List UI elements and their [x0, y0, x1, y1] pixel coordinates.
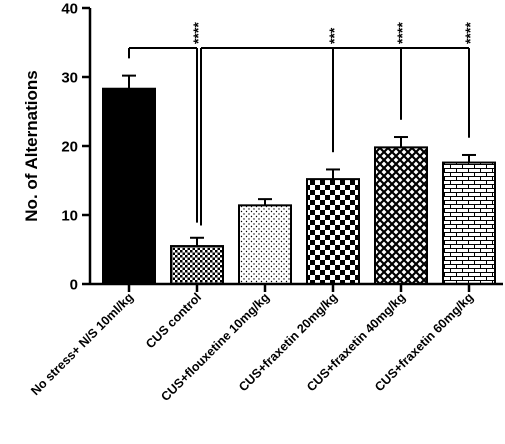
bars: [102, 87, 496, 286]
y-tick-label: 0: [70, 277, 78, 294]
bar: [170, 245, 224, 286]
bar: [238, 204, 292, 285]
significance-label: ****: [394, 22, 410, 44]
significance-label: ***: [326, 27, 342, 44]
x-axis-ticks: No stress+ N/S 10ml/kg CUS controlCUS+flo…: [28, 284, 476, 404]
bar: [442, 161, 496, 285]
y-axis-ticks: 0 10 20 30 40: [61, 1, 90, 294]
bar: [374, 146, 428, 285]
error-bars: [122, 74, 476, 247]
y-tick-label: 10: [61, 208, 78, 225]
bar: [306, 178, 360, 285]
significance-brackets: **** *** **** ****: [128, 22, 478, 226]
y-tick-label: 30: [61, 70, 78, 87]
significance-label: ****: [190, 22, 206, 44]
significance-label: ****: [462, 22, 478, 44]
x-tick-label: CUS+flouxetine 10mg/kg: [158, 290, 272, 404]
x-tick-label: No stress+ N/S 10ml/kg: [28, 290, 136, 398]
y-tick-label: 20: [61, 139, 78, 156]
y-axis-title: No. of Alternations: [22, 70, 41, 221]
y-tick-label: 40: [61, 1, 78, 18]
bar: [102, 87, 156, 286]
x-tick-label: CUS control: [143, 290, 204, 351]
